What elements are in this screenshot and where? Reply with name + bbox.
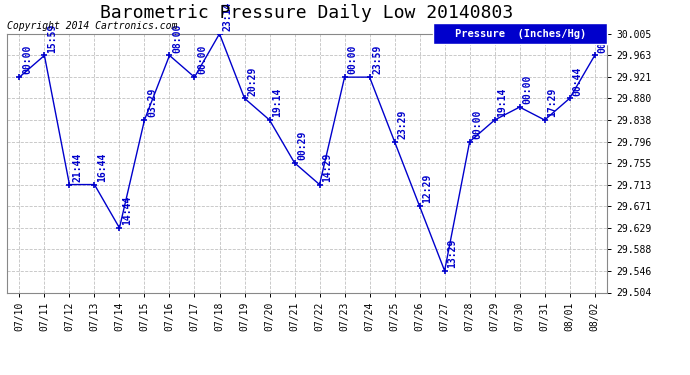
Text: 00:29: 00:29 — [297, 131, 307, 160]
Text: 14:29: 14:29 — [322, 152, 333, 182]
Text: 21:44: 21:44 — [72, 152, 82, 182]
Text: 16:44: 16:44 — [97, 152, 107, 182]
Text: 00:00: 00:00 — [522, 75, 533, 104]
Text: 03:29: 03:29 — [147, 88, 157, 117]
Text: 00:14: 00:14 — [598, 23, 607, 52]
Text: 13:29: 13:29 — [447, 238, 457, 268]
Text: 00:00: 00:00 — [473, 110, 482, 139]
Text: 00:00: 00:00 — [22, 45, 32, 74]
Text: 15:59: 15:59 — [47, 23, 57, 52]
Text: 17:29: 17:29 — [547, 88, 558, 117]
Text: 23:29: 23:29 — [397, 110, 407, 139]
Text: 19:14: 19:14 — [273, 88, 282, 117]
Text: 19:14: 19:14 — [497, 88, 507, 117]
Text: 23:59: 23:59 — [373, 45, 382, 74]
Text: 14:44: 14:44 — [122, 196, 132, 225]
Title: Barometric Pressure Daily Low 20140803: Barometric Pressure Daily Low 20140803 — [101, 4, 513, 22]
Text: 00:00: 00:00 — [347, 45, 357, 74]
Text: 08:00: 08:00 — [172, 23, 182, 52]
Text: 23:14: 23:14 — [222, 2, 233, 31]
Text: Copyright 2014 Cartronics.com: Copyright 2014 Cartronics.com — [7, 21, 177, 31]
Text: 12:29: 12:29 — [422, 174, 433, 204]
Text: 20:29: 20:29 — [247, 66, 257, 96]
Text: 00:44: 00:44 — [573, 66, 582, 96]
Text: 00:00: 00:00 — [197, 45, 207, 74]
